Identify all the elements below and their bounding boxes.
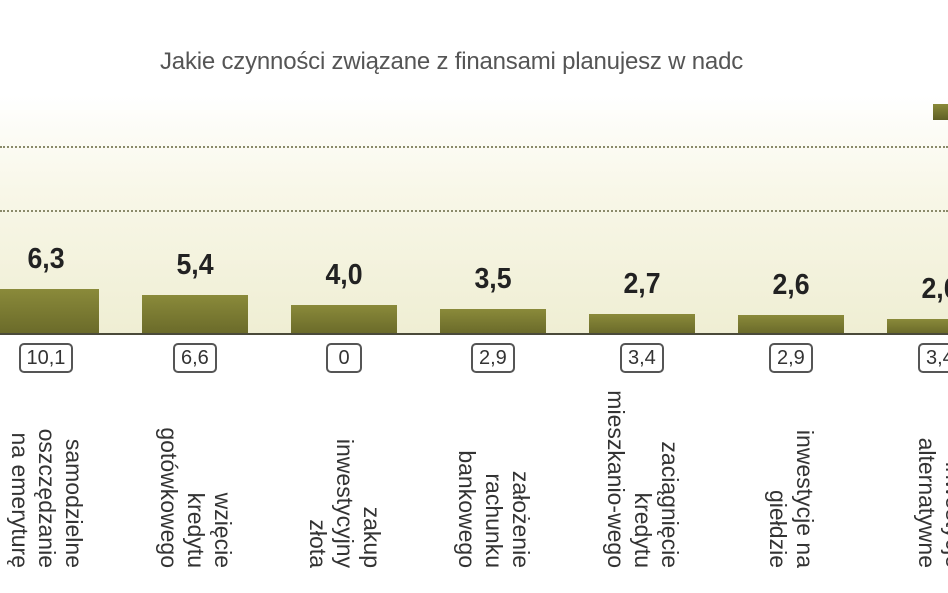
gridline-lower: [0, 210, 948, 212]
previous-value-badge: 6,6: [173, 343, 217, 373]
category-label: wzięcie kredytu gotówkowego: [155, 427, 236, 568]
category-label: zakup inwestycyjny złota: [304, 438, 385, 568]
previous-value-badge: 3,4: [918, 343, 948, 373]
bar: [291, 305, 397, 333]
value-label: 2,0: [921, 273, 948, 305]
value-label: 3,5: [474, 262, 512, 295]
chart-title: Jakie czynności związane z finansami pla…: [160, 48, 744, 75]
value-label: 5,4: [176, 249, 214, 282]
value-label: 4,0: [325, 259, 363, 291]
previous-value-badge: 2,9: [471, 343, 515, 373]
bar: [0, 288, 99, 333]
previous-value-badge: 0: [326, 343, 362, 373]
plot-area: [0, 95, 948, 335]
bar: [589, 314, 695, 333]
category-label: samodzielne oszczędzanie na emeryturę: [6, 428, 87, 568]
value-label: 6,3: [27, 242, 65, 275]
previous-value-badge: 3,4: [620, 343, 664, 373]
value-label: 2,7: [623, 268, 661, 301]
category-label: zaciągnięcie kredytu mieszkanio-wego: [602, 390, 683, 568]
bar: [738, 314, 844, 333]
bar: [440, 308, 546, 333]
value-label: 2,6: [772, 268, 810, 301]
category-label: założenie rachunku bankowego: [453, 450, 534, 568]
x-axis-line: [0, 333, 948, 335]
category-label: inwestycje na giełdzie: [765, 429, 818, 568]
bar: [142, 295, 248, 333]
previous-value-badge: 10,1: [18, 343, 74, 373]
category-label: inwestycje alternatywne: [914, 437, 948, 568]
legend-swatch: [933, 104, 948, 120]
previous-value-badge: 2,9: [769, 343, 813, 373]
gridline-upper: [0, 146, 948, 148]
bar: [887, 319, 948, 333]
